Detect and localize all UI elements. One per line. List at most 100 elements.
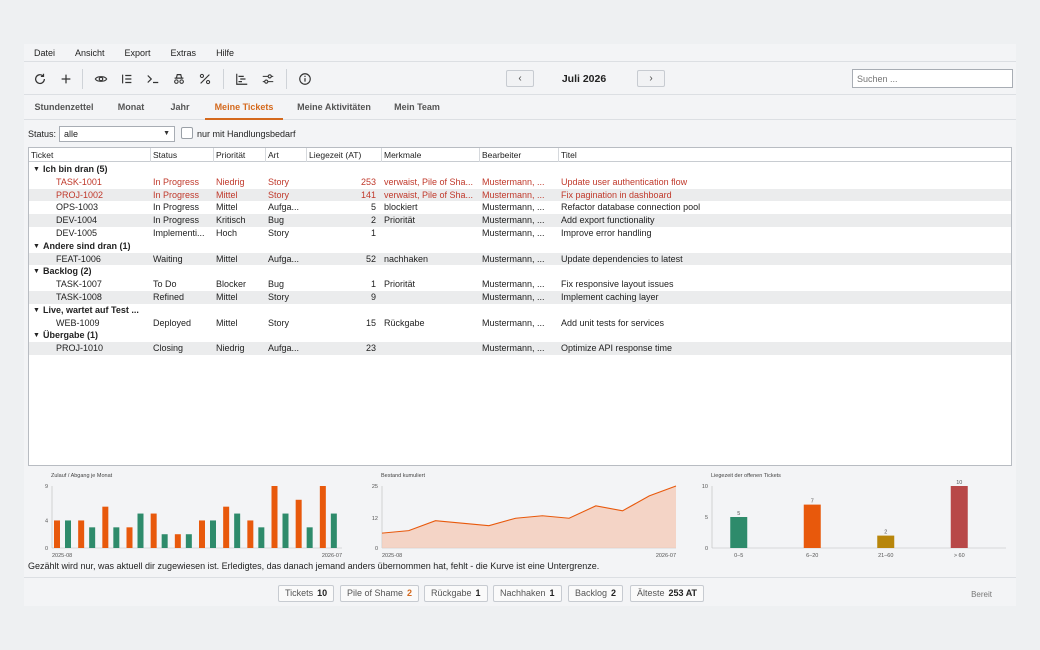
- charts-panel: Zulauf / Abgang je Monat 0 4 9 2025-08 2026-…: [24, 472, 1016, 560]
- tab-meine-aktivitaeten[interactable]: Meine Aktivitäten: [297, 102, 371, 112]
- cell-titel: Update dependencies to latest: [561, 253, 683, 264]
- cell-merk: blockiert: [384, 202, 418, 213]
- chevron-down-icon[interactable]: ▼: [33, 332, 40, 340]
- table-row[interactable]: PROJ-1002 In Progress Mittel Story 141 verwai…: [29, 188, 1011, 202]
- group-row[interactable]: ▼ Übergabe (1): [29, 329, 1011, 342]
- prev-month-button[interactable]: ‹: [506, 70, 534, 87]
- tab-monat[interactable]: Monat: [117, 102, 145, 112]
- bar: [234, 513, 241, 548]
- chip-label: Tickets: [285, 588, 314, 598]
- percent-icon[interactable]: [197, 71, 213, 87]
- chevron-down-icon[interactable]: ▼: [33, 306, 40, 314]
- chip-pile-of-shame[interactable]: Pile of Shame 2: [340, 585, 420, 602]
- terminal-icon[interactable]: [145, 71, 161, 87]
- menu-ansicht[interactable]: Ansicht: [75, 47, 105, 58]
- tab-stundenzettel[interactable]: Stundenzettel: [34, 102, 94, 112]
- bar: [223, 506, 230, 548]
- chevron-down-icon[interactable]: ▼: [33, 166, 40, 173]
- cell-age: 15: [365, 317, 376, 328]
- group-row[interactable]: ▼ Andere sind dran (1): [29, 240, 1011, 253]
- next-month-button[interactable]: ›: [637, 70, 665, 87]
- y-tick-label: 0: [705, 546, 708, 552]
- chevron-down-icon[interactable]: ▼: [33, 242, 40, 250]
- search-input[interactable]: [852, 69, 1013, 88]
- tab-meine-tickets[interactable]: Meine Tickets: [205, 96, 283, 120]
- table-row[interactable]: TASK-1008 Refined Mittel Story 9 Mustermann, …: [29, 291, 1011, 304]
- cell-bearb: Mustermann, ...: [482, 343, 545, 354]
- table-row[interactable]: PROJ-1010 Closing Niedrig Aufga... 23 Musterm…: [29, 342, 1011, 355]
- chip-aelteste[interactable]: Älteste 253 AT: [630, 585, 705, 602]
- chip-rueckgabe[interactable]: Rückgabe 1: [424, 585, 488, 602]
- app-window: Datei Ansicht Export Extras Hilfe: [24, 44, 1016, 606]
- bar: [102, 506, 109, 548]
- column-header-ticket[interactable]: Ticket: [31, 150, 54, 160]
- x-tick-label: 2025-08: [382, 553, 402, 559]
- menu-hilfe[interactable]: Hilfe: [216, 47, 235, 58]
- menu-datei[interactable]: Datei: [34, 47, 56, 58]
- column-header-merk[interactable]: Merkmale: [381, 148, 479, 162]
- chart-bestand-svg: 0 12 25 2025-08 2026-07: [372, 484, 677, 559]
- cell-ticket: PROJ-1010: [56, 343, 104, 354]
- chip-tickets[interactable]: Tickets 10: [278, 585, 335, 602]
- cell-ticket: OPS-1003: [56, 202, 99, 213]
- handlungsbedarf-label[interactable]: nur mit Handlungsbedarf: [197, 129, 296, 139]
- column-header-status[interactable]: Status: [150, 148, 213, 162]
- filter-bar: Status: alle ▼ nur mit Handlungsbedarf: [24, 124, 1016, 144]
- chip-nachhaken[interactable]: Nachhaken 1: [493, 585, 562, 602]
- cell-status: Closing: [153, 343, 184, 354]
- chip-backlog[interactable]: Backlog 2: [568, 585, 624, 602]
- add-icon[interactable]: [58, 71, 74, 87]
- menu-extras[interactable]: Extras: [170, 47, 197, 58]
- cell-art: Story: [268, 317, 290, 328]
- list-icon[interactable]: [119, 71, 135, 87]
- table-row[interactable]: DEV-1005 Implementi... Hoch Story 1 Musterman…: [29, 227, 1011, 240]
- refresh-icon[interactable]: [32, 71, 48, 87]
- x-tick-label: 2026-07: [322, 553, 342, 559]
- group-row[interactable]: ▼ Live, wartet auf Test ...: [29, 304, 1011, 317]
- tab-jahr[interactable]: Jahr: [170, 102, 190, 112]
- cell-merk: [384, 342, 477, 355]
- status-filter-select[interactable]: alle ▼: [59, 126, 175, 142]
- table-row[interactable]: WEB-1009 Deployed Mittel Story 15 Rückgabe Mus…: [29, 317, 1011, 330]
- bar: [199, 520, 205, 548]
- table-row[interactable]: TASK-1007 To Do Blocker Bug 1 Priorität Muster…: [29, 278, 1011, 291]
- chip-value: 2: [407, 588, 413, 598]
- column-header-bearb[interactable]: Bearbeiter: [479, 148, 558, 162]
- y-tick-label: 5: [705, 515, 708, 521]
- info-icon[interactable]: [297, 71, 313, 87]
- cell-art: Story: [268, 292, 290, 302]
- group-row[interactable]: ▼ Ich bin dran (5): [29, 163, 1011, 176]
- menu-export[interactable]: Export: [124, 47, 151, 58]
- y-tick-label: 10: [702, 484, 708, 490]
- sliders-icon[interactable]: [260, 71, 276, 87]
- column-header-age[interactable]: Liegezeit (AT): [306, 148, 381, 162]
- column-header-prio[interactable]: Priorität: [213, 148, 265, 162]
- column-header-art[interactable]: Art: [265, 148, 306, 162]
- column-header-titel[interactable]: Titel: [558, 148, 1008, 162]
- table-row[interactable]: OPS-1003 In Progress Mittel Aufga... 5 blocki…: [29, 201, 1011, 214]
- x-tick-label: > 60: [954, 553, 965, 559]
- cell-prio: Kritisch: [216, 215, 246, 226]
- cell-age: 5: [370, 202, 376, 213]
- table-row[interactable]: DEV-1004 In Progress Kritisch Bug 2 Priorität…: [29, 214, 1011, 227]
- bar: [330, 513, 337, 548]
- data-label: 5: [737, 511, 740, 517]
- bar: [730, 517, 748, 548]
- incognito-icon[interactable]: [171, 71, 187, 87]
- chip-label: Backlog: [575, 588, 608, 598]
- handlungsbedarf-checkbox[interactable]: [181, 127, 193, 139]
- chart-liegezeit: Liegezeit der offenen Tickets 0 5 10 5 0–5 7 6…: [684, 472, 1014, 560]
- table-row[interactable]: TASK-1001 In Progress Niedrig Story 253 verwa…: [29, 176, 1011, 189]
- tab-mein-team[interactable]: Mein Team: [394, 102, 440, 112]
- cell-merk: nachhaken: [384, 253, 429, 264]
- gantt-icon[interactable]: [234, 71, 250, 87]
- chevron-down-icon[interactable]: ▼: [33, 268, 40, 276]
- cell-bearb: Mustermann, ...: [482, 176, 545, 187]
- bar: [185, 534, 192, 548]
- cell-merk: Priorität: [384, 215, 416, 226]
- table-row[interactable]: FEAT-1006 Waiting Mittel Aufga... 52 nachhake…: [29, 252, 1011, 266]
- toolbar-divider: [286, 69, 287, 89]
- group-row[interactable]: ▼ Backlog (2): [29, 265, 1011, 278]
- eye-icon[interactable]: [93, 71, 109, 87]
- cell-prio: Hoch: [216, 228, 238, 238]
